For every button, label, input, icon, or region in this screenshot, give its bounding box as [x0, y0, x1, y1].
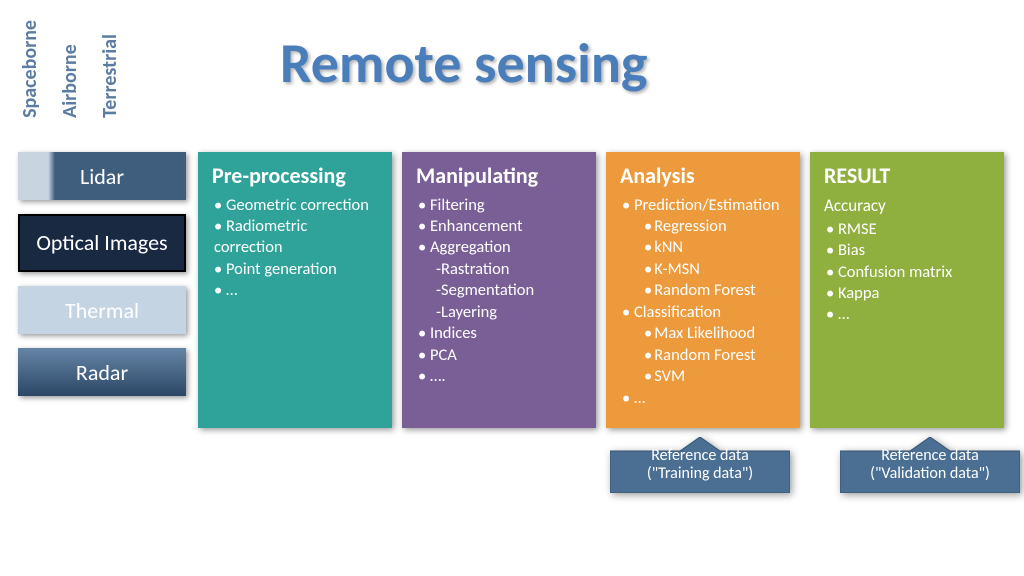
- stage-subitem: Random Forest: [620, 280, 786, 301]
- sensor-thermal: Thermal: [18, 286, 186, 334]
- stage-subitem: kNN: [620, 237, 786, 258]
- stage-analysis: Analysis Prediction/Estimation Regressio…: [606, 152, 800, 428]
- stage-item: Filtering: [416, 195, 582, 216]
- stage-manipulating: Manipulating Filtering Enhancement Aggre…: [402, 152, 596, 428]
- stage-item: Kappa: [824, 283, 990, 304]
- platform-airborne: Airborne: [58, 20, 82, 118]
- stage-subitem: K-MSN: [620, 259, 786, 280]
- stage-item: PCA: [416, 345, 582, 366]
- stage-item: …: [620, 388, 786, 409]
- stage-subitem: Max Likelihood: [620, 323, 786, 344]
- sensor-radar: Radar: [18, 348, 186, 396]
- stage-subitem: -Segmentation: [416, 280, 582, 301]
- callout-row: Reference data("Training data") Referenc…: [610, 437, 1020, 493]
- stage-item: RMSE: [824, 219, 990, 240]
- sensor-lidar: Lidar: [18, 152, 186, 200]
- sensor-optical: Optical Images: [18, 214, 186, 272]
- sensor-column: Lidar Optical Images Thermal Radar: [18, 152, 186, 396]
- page-title: Remote sensing: [280, 30, 647, 98]
- stage-preprocessing: Pre-processing Geometric correction Radi…: [198, 152, 392, 428]
- platform-terrestrial: Terrestrial: [98, 20, 122, 118]
- stage-item: …: [212, 280, 378, 301]
- stage-item: Indices: [416, 323, 582, 344]
- callout-text: Reference data("Training data"): [641, 447, 759, 484]
- stage-analysis-title: Analysis: [620, 162, 786, 191]
- stage-subitem: Random Forest: [620, 345, 786, 366]
- platform-spaceborne: Spaceborne: [18, 20, 42, 118]
- stage-item: Aggregation: [416, 237, 582, 258]
- stage-item: Radiometric correction: [212, 216, 378, 259]
- stage-item: Bias: [824, 240, 990, 261]
- stage-subitem: Regression: [620, 216, 786, 237]
- stage-result: RESULT Accuracy RMSE Bias Confusion matr…: [810, 152, 1004, 428]
- stage-item: Point generation: [212, 259, 378, 280]
- sensor-optical-label: Optical Images: [36, 231, 167, 254]
- callout-text: Reference data("Validation data"): [864, 447, 996, 484]
- stage-result-title: RESULT: [824, 162, 990, 191]
- stage-subitem: SVM: [620, 366, 786, 387]
- stage-item: Confusion matrix: [824, 262, 990, 283]
- platform-labels: Spaceborne Airborne Terrestrial: [18, 20, 122, 118]
- callout-training: Reference data("Training data"): [610, 437, 790, 493]
- stage-result-subtitle: Accuracy: [824, 195, 990, 217]
- callout-validation: Reference data("Validation data"): [840, 437, 1020, 493]
- stage-group-head: Prediction/Estimation: [620, 195, 786, 216]
- stage-item: Enhancement: [416, 216, 582, 237]
- stage-item: …: [824, 304, 990, 325]
- stage-group-head: Classification: [620, 302, 786, 323]
- stage-manipulating-title: Manipulating: [416, 162, 582, 191]
- stage-preprocessing-title: Pre-processing: [212, 162, 378, 191]
- stage-subitem: -Layering: [416, 302, 582, 323]
- stage-item: Geometric correction: [212, 195, 378, 216]
- stage-item: ….: [416, 366, 582, 387]
- stage-row: Pre-processing Geometric correction Radi…: [198, 152, 1004, 428]
- stage-subitem: -Rastration: [416, 259, 582, 280]
